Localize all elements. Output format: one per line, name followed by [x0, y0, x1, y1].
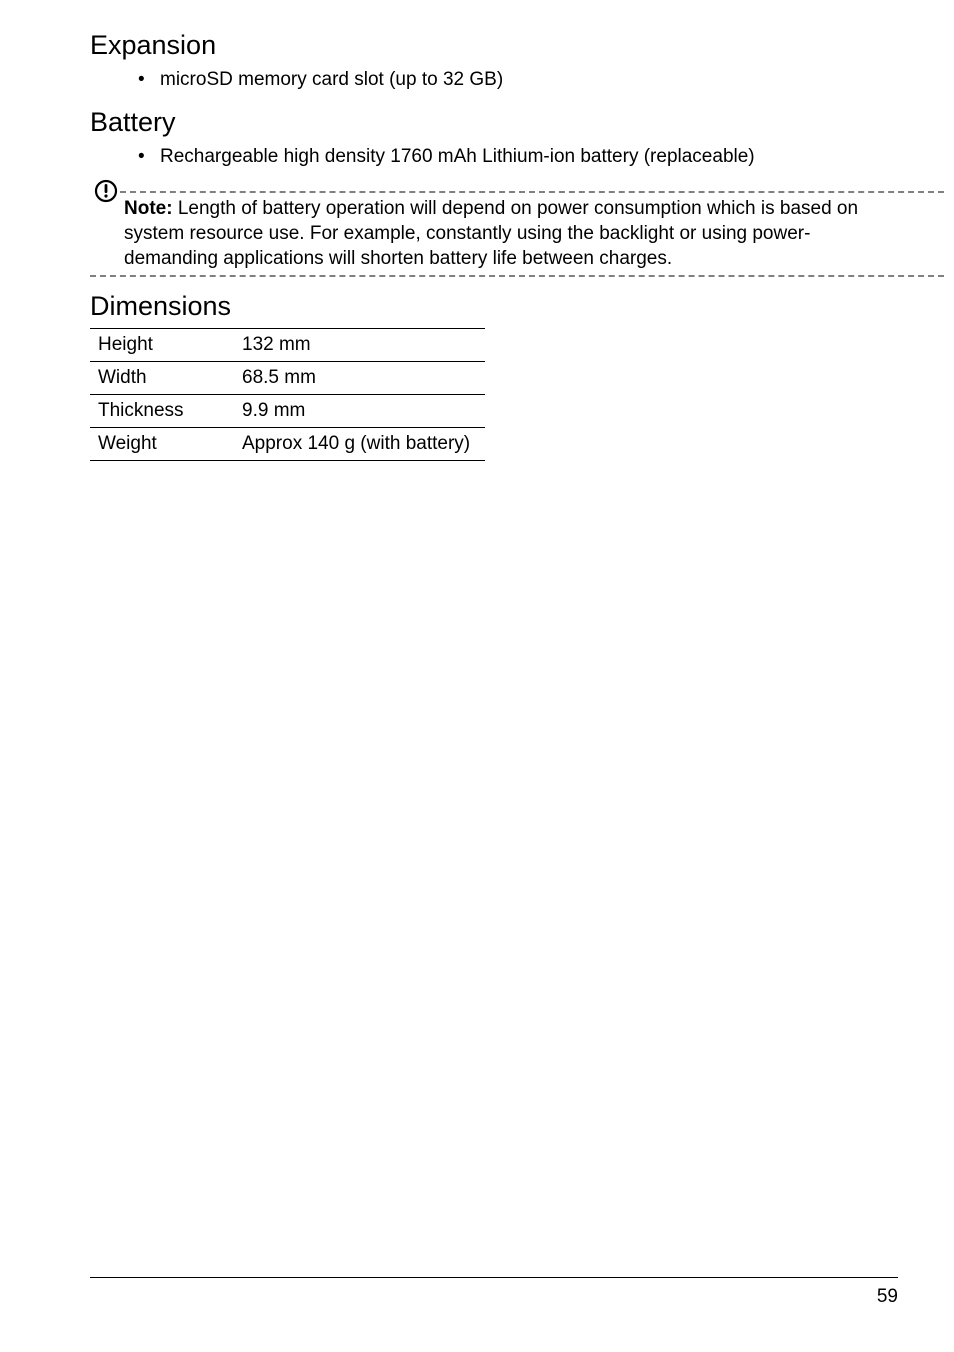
cell-value: 132 mm: [234, 329, 485, 362]
cell-label: Height: [90, 329, 234, 362]
table-row: Height 132 mm: [90, 329, 485, 362]
battery-list: Rechargeable high density 1760 mAh Lithi…: [90, 144, 894, 170]
table-row: Weight Approx 140 g (with battery): [90, 428, 485, 461]
page-number: 59: [877, 1286, 898, 1307]
cell-label: Width: [90, 362, 234, 395]
table-row: Width 68.5 mm: [90, 362, 485, 395]
list-item: microSD memory card slot (up to 32 GB): [138, 67, 894, 93]
page: Expansion microSD memory card slot (up t…: [0, 0, 954, 1352]
page-footer: 59: [90, 1277, 898, 1308]
note-block: Note: Length of battery operation will d…: [90, 183, 894, 277]
cell-value: 9.9 mm: [234, 395, 485, 428]
table-row: Thickness 9.9 mm: [90, 395, 485, 428]
dashed-rule-top: [120, 191, 944, 193]
cell-label: Weight: [90, 428, 234, 461]
dimensions-table: Height 132 mm Width 68.5 mm Thickness 9.…: [90, 328, 485, 461]
list-item: Rechargeable high density 1760 mAh Lithi…: [138, 144, 894, 170]
info-icon: [94, 179, 118, 208]
cell-value: 68.5 mm: [234, 362, 485, 395]
cell-value: Approx 140 g (with battery): [234, 428, 485, 461]
note-text: Length of battery operation will depend …: [124, 198, 858, 268]
heading-battery: Battery: [90, 107, 894, 138]
cell-label: Thickness: [90, 395, 234, 428]
dashed-rule-bottom: [90, 275, 944, 277]
note-body: Note: Length of battery operation will d…: [90, 185, 894, 271]
note-label: Note:: [124, 198, 173, 219]
heading-dimensions: Dimensions: [90, 291, 894, 322]
expansion-list: microSD memory card slot (up to 32 GB): [90, 67, 894, 93]
heading-expansion: Expansion: [90, 30, 894, 61]
